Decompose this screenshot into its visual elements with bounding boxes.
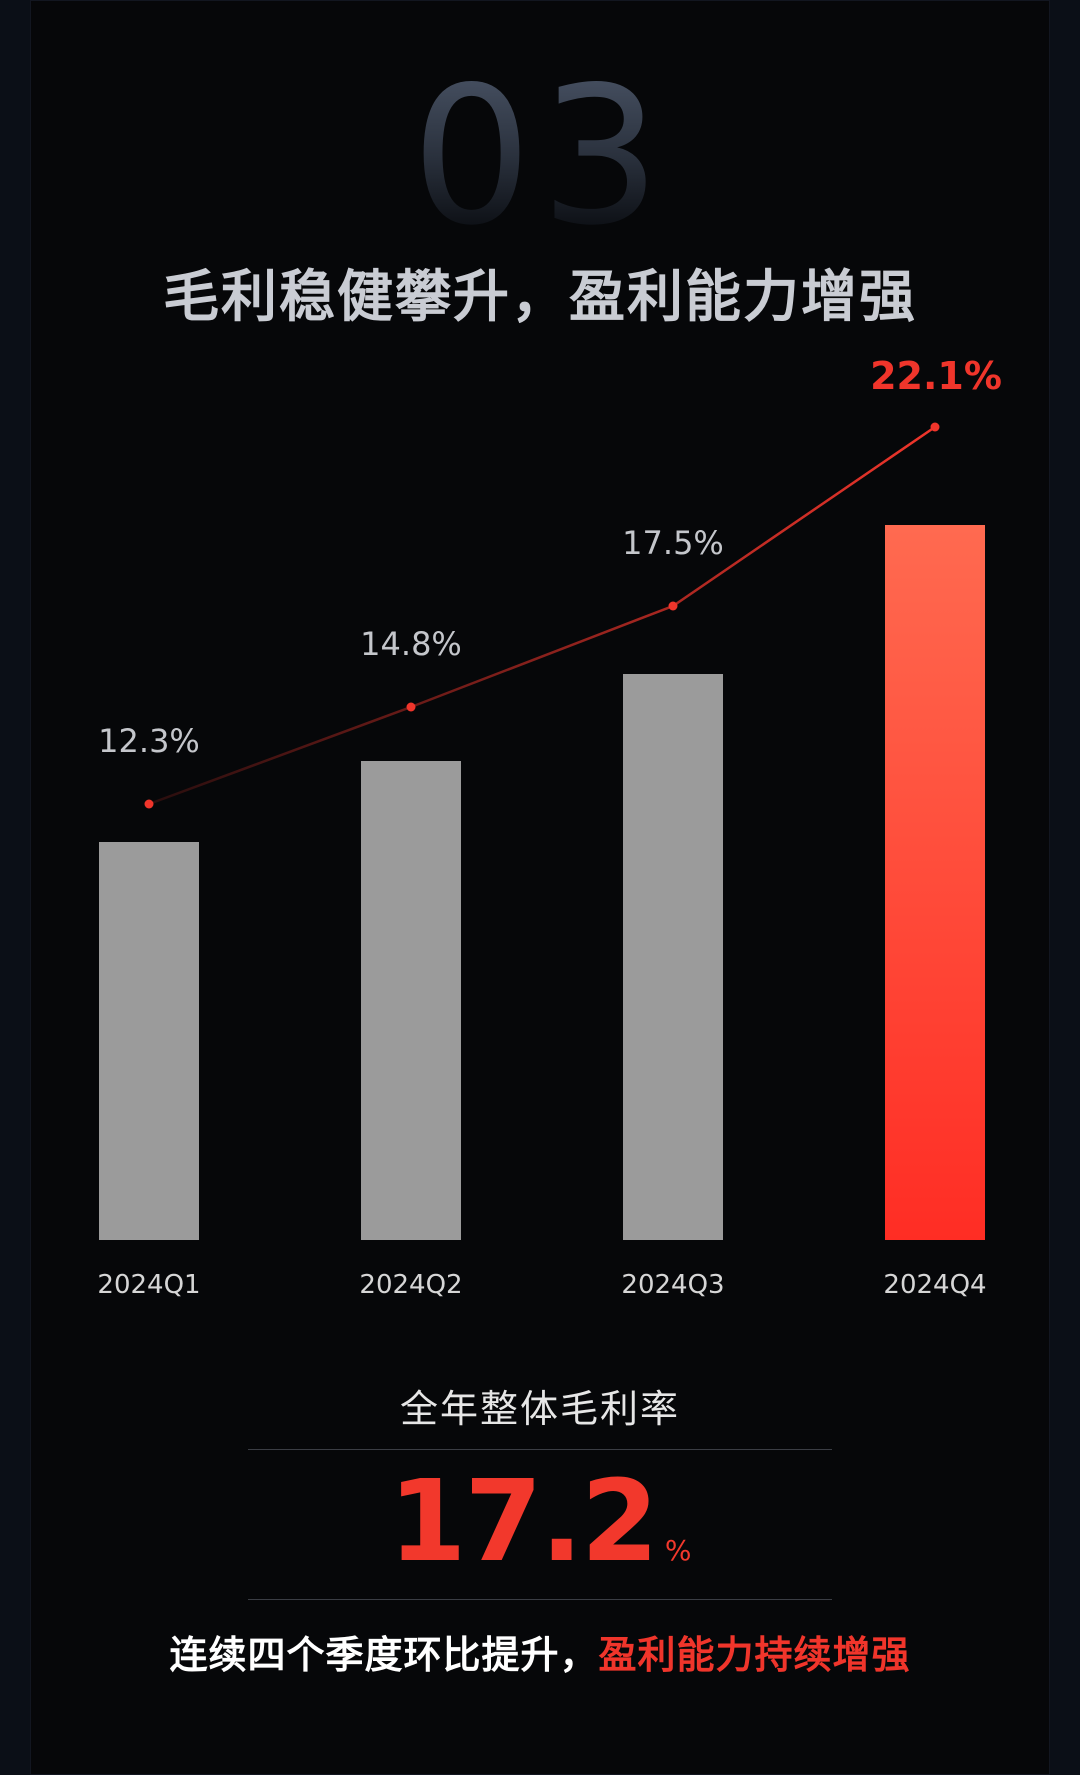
value-label-2024Q2: 14.8% [360, 625, 462, 663]
conclusion-text: 连续四个季度环比提升，盈利能力持续增强 [0, 1624, 1080, 1679]
category-label-2024Q1: 2024Q1 [97, 1270, 200, 1300]
divider-bottom [248, 1599, 832, 1600]
page-title: 毛利稳健攀升，盈利能力增强 [163, 265, 917, 330]
bar-2024Q4 [885, 525, 985, 1240]
section-number: 03 [0, 62, 1080, 252]
page-edge-right [1050, 0, 1080, 1775]
trend-point-2024Q2 [406, 702, 416, 712]
bar-2024Q2 [361, 761, 461, 1240]
trend-point-2024Q4 [930, 422, 940, 432]
conclusion-accent: 盈利能力持续增强 [598, 1633, 911, 1677]
value-label-2024Q1: 12.3% [98, 722, 200, 760]
trend-line [148, 425, 936, 806]
gross-margin-chart: 2024Q1 12.3% 2024Q2 14.8% 2024Q3 17.5% 2024Q4 2… [97, 354, 1002, 1300]
summary-value: 17.2% [0, 1466, 1080, 1578]
page-panel [30, 0, 1050, 1775]
summary-value-unit: % [664, 1534, 692, 1567]
bar-2024Q3 [623, 674, 723, 1240]
category-label-2024Q3: 2024Q3 [621, 1270, 724, 1300]
conclusion-prefix: 连续四个季度环比提升， [169, 1633, 599, 1677]
bar-2024Q1 [99, 842, 199, 1240]
summary-value-number: 17.2 [388, 1457, 659, 1587]
trend-point-2024Q1 [144, 799, 154, 809]
summary-label: 全年整体毛利率 [399, 1387, 680, 1431]
divider-top [248, 1449, 832, 1450]
value-label-2024Q4: 22.1% [870, 354, 1002, 398]
page-edge-left [0, 0, 30, 1775]
category-label-2024Q2: 2024Q2 [359, 1270, 462, 1300]
value-label-2024Q3: 17.5% [622, 524, 724, 562]
trend-point-2024Q3 [668, 601, 678, 611]
category-label-2024Q4: 2024Q4 [883, 1270, 986, 1300]
